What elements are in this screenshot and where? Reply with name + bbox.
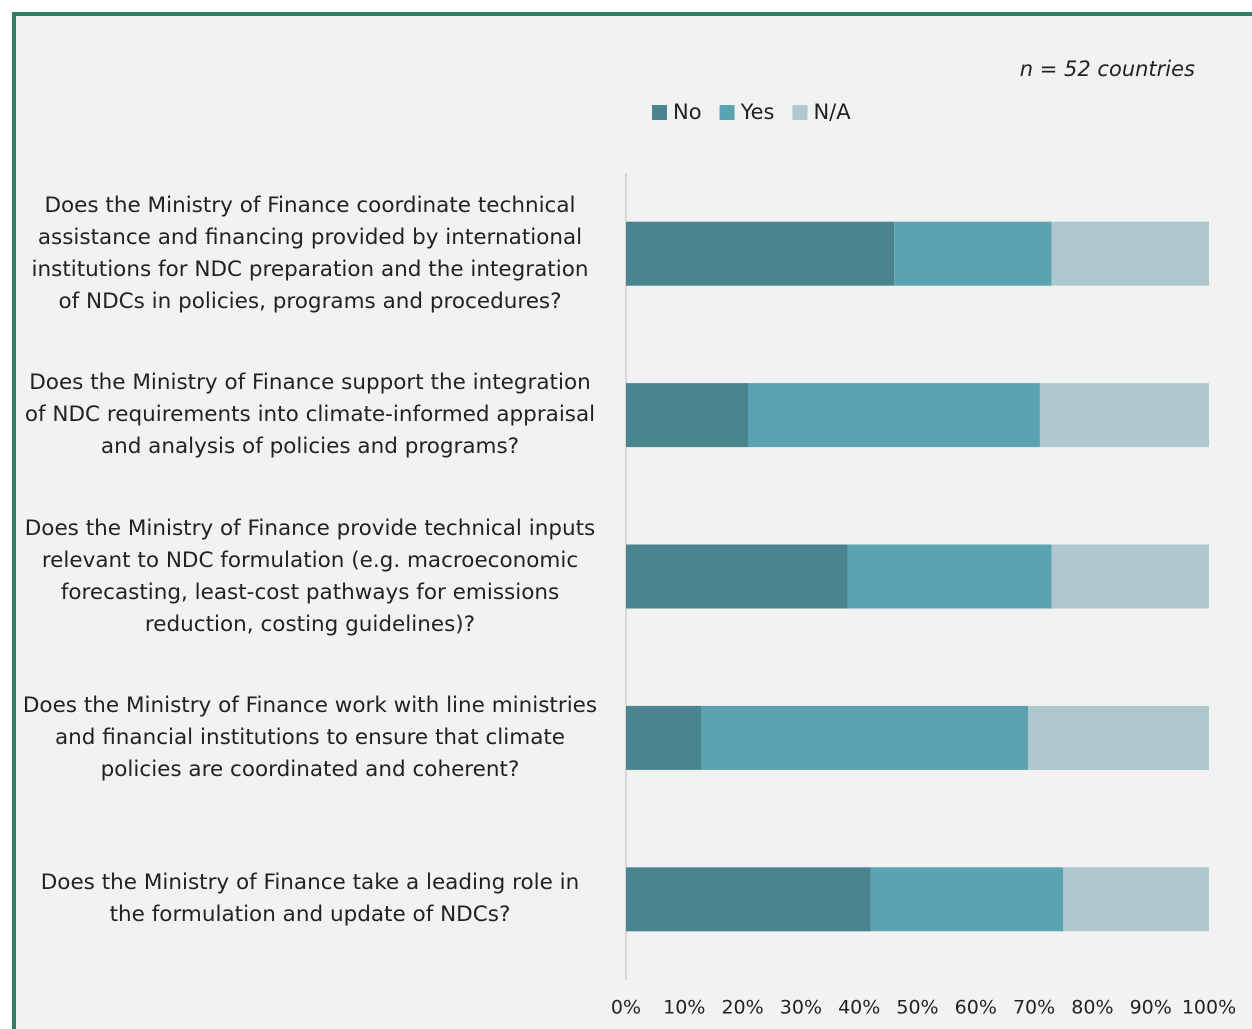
frame [12,12,1252,1029]
bar-segment [847,544,1052,609]
bar-segment [1051,544,1209,609]
x-tick-label: 50% [896,997,938,1019]
bar-segment [748,383,1040,448]
bar-segment [626,544,848,609]
x-tick-label: 60% [955,997,997,1019]
bar-segment [626,221,895,286]
bar-segment [870,867,1064,932]
category-label: Does the Ministry of Finance provide tec… [24,515,596,637]
category-label: Does the Ministry of Finance take a lead… [40,870,580,928]
x-tick-label: 0% [611,997,641,1019]
bar-segment [1063,867,1209,932]
bar-segment [1028,705,1209,770]
bar-segment [626,705,702,770]
x-tick-label: 40% [838,997,880,1019]
legend-label: Yes [740,100,775,124]
legend-swatch [719,105,735,120]
x-tick-label: 90% [1130,997,1172,1019]
category-label: Does the Ministry of Finance work with l… [22,692,598,782]
x-tick-label: 30% [780,997,822,1019]
legend-swatch [652,105,667,120]
category-label: Does the Ministry of Finance support the… [24,370,596,460]
legend-label: No [673,100,702,124]
bar-segment [626,867,871,932]
x-tick-label: 100% [1182,997,1236,1019]
x-tick-label: 80% [1071,997,1113,1019]
legend-swatch [792,105,808,120]
bar-segment [1051,221,1209,286]
bar-segment [894,221,1052,286]
bar-segment [626,383,749,448]
bar-segment [1039,383,1209,448]
note: n = 52 countries [1020,57,1195,81]
x-tick-label: 70% [1013,997,1055,1019]
category-label: Does the Ministry of Finance coordinate … [31,192,589,314]
legend-label: N/A [813,100,851,124]
x-tick-label: 20% [721,997,763,1019]
x-tick-label: 10% [663,997,705,1019]
bar-segment [701,705,1029,770]
